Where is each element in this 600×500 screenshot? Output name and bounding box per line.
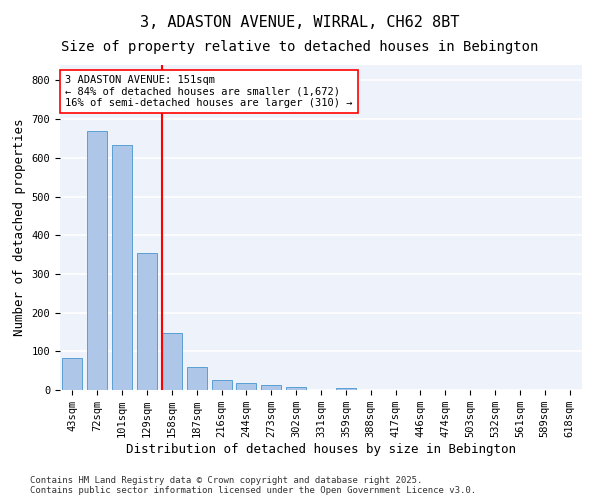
Bar xyxy=(336,388,356,390)
Bar xyxy=(212,380,232,390)
Text: 3 ADASTON AVENUE: 151sqm
← 84% of detached houses are smaller (1,672)
16% of sem: 3 ADASTON AVENUE: 151sqm ← 84% of detach… xyxy=(65,74,353,108)
Text: 3, ADASTON AVENUE, WIRRAL, CH62 8BT: 3, ADASTON AVENUE, WIRRAL, CH62 8BT xyxy=(140,15,460,30)
Y-axis label: Number of detached properties: Number of detached properties xyxy=(13,118,26,336)
Bar xyxy=(262,385,281,390)
X-axis label: Distribution of detached houses by size in Bebington: Distribution of detached houses by size … xyxy=(126,443,516,456)
Bar xyxy=(62,358,82,390)
Bar xyxy=(187,367,206,390)
Text: Size of property relative to detached houses in Bebington: Size of property relative to detached ho… xyxy=(61,40,539,54)
Text: Contains HM Land Registry data © Crown copyright and database right 2025.
Contai: Contains HM Land Registry data © Crown c… xyxy=(30,476,476,495)
Bar xyxy=(112,145,132,390)
Bar xyxy=(286,388,306,390)
Bar xyxy=(162,332,182,390)
Bar xyxy=(88,131,107,390)
Bar xyxy=(137,253,157,390)
Bar xyxy=(236,383,256,390)
